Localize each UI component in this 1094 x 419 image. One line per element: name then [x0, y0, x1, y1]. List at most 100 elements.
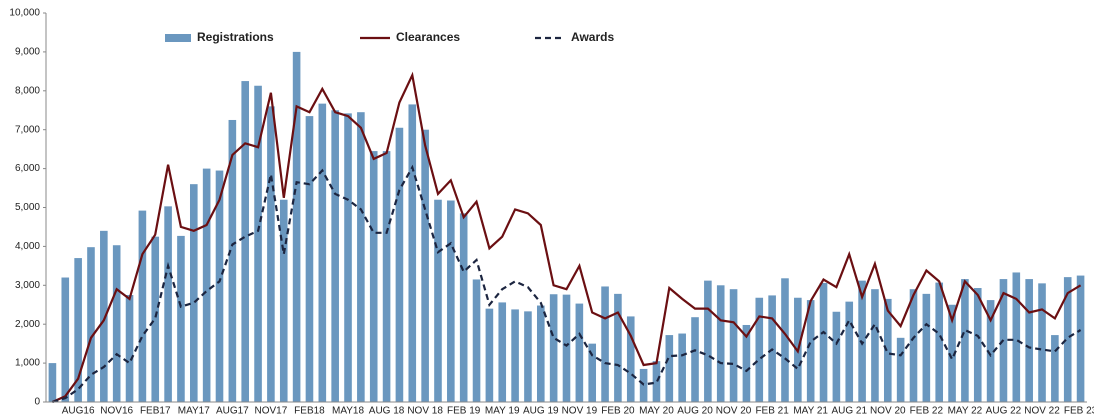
bar	[1025, 279, 1033, 402]
bar	[125, 295, 134, 402]
y-tick-label: 10,000	[9, 8, 40, 19]
bar	[755, 297, 764, 402]
bar	[459, 213, 468, 402]
y-tick-label: 9,000	[15, 47, 40, 58]
x-tick-label: NOV16	[100, 406, 133, 417]
bar	[1076, 275, 1085, 402]
bar	[472, 279, 481, 402]
bar	[228, 119, 237, 402]
x-tick-label: AUG 20	[677, 406, 713, 417]
y-tick-label: 4,000	[15, 241, 40, 252]
bar	[716, 285, 725, 402]
bar	[948, 304, 956, 402]
x-tick-label: AUG 22	[986, 406, 1022, 417]
bar	[961, 279, 969, 402]
x-tick-label: FEB 23	[1064, 406, 1094, 417]
bar	[408, 104, 417, 402]
bar	[357, 112, 365, 402]
bar	[369, 151, 378, 402]
bar	[601, 286, 609, 402]
bar	[1063, 277, 1072, 402]
bar	[1051, 335, 1059, 402]
bar	[986, 300, 995, 402]
x-tick-label: MAY 22	[948, 406, 983, 417]
y-tick-label: 7,000	[15, 124, 40, 135]
x-tick-label: AUG16	[62, 406, 95, 417]
y-tick-label: 8,000	[15, 85, 40, 96]
bar	[883, 298, 892, 402]
bar	[665, 335, 674, 402]
bar	[614, 293, 622, 402]
x-tick-label: MAY18	[332, 406, 364, 417]
bar	[241, 81, 250, 402]
bar	[267, 106, 275, 403]
y-tick-label: 0	[34, 397, 40, 408]
legend-label: Clearances	[396, 30, 460, 44]
bar	[626, 316, 635, 402]
line	[52, 164, 1082, 404]
bar	[434, 199, 442, 402]
bar	[575, 303, 584, 402]
bar	[845, 301, 854, 402]
x-tick-label: MAY 19	[485, 406, 520, 417]
bar	[395, 127, 404, 402]
bar	[344, 113, 352, 402]
x-tick-label: MAY 21	[793, 406, 828, 417]
bar	[652, 361, 661, 402]
x-tick-label: MAY 20	[639, 406, 674, 417]
bar	[742, 324, 751, 402]
legend-label: Registrations	[197, 30, 274, 44]
x-tick-label: FEB18	[294, 406, 325, 417]
bar	[909, 289, 918, 402]
x-tick-label: NOV 22	[1024, 406, 1060, 417]
bar	[832, 311, 841, 402]
line	[51, 71, 1082, 404]
bar	[177, 235, 185, 402]
x-tick-label: FEB17	[140, 406, 171, 417]
bar	[48, 363, 57, 402]
x-tick-label: AUG 19	[523, 406, 559, 417]
bar	[331, 110, 339, 402]
bar	[215, 170, 224, 402]
bar	[305, 116, 314, 403]
x-tick-label: NOV 18	[407, 406, 443, 417]
bar	[382, 151, 391, 402]
bar	[678, 333, 686, 402]
y-tick-label: 2,000	[15, 319, 40, 330]
y-tick-label: 1,000	[15, 358, 40, 369]
x-tick-label: FEB 20	[601, 406, 635, 417]
bar	[202, 168, 211, 402]
bar	[74, 258, 82, 402]
bar	[819, 282, 828, 402]
bar	[536, 305, 545, 402]
bar	[729, 289, 738, 402]
bar	[164, 206, 172, 402]
bar	[87, 247, 95, 402]
bar	[973, 288, 982, 402]
bar	[524, 311, 532, 402]
bar	[511, 309, 519, 402]
bar	[562, 294, 571, 402]
y-tick-label: 5,000	[15, 202, 40, 213]
x-tick-label: AUG 21	[831, 406, 867, 417]
x-tick-label: FEB 22	[910, 406, 944, 417]
x-tick-label: MAY17	[178, 406, 210, 417]
bar	[781, 278, 789, 402]
bar	[151, 236, 160, 402]
bar	[935, 282, 944, 402]
bar	[485, 308, 494, 402]
bar	[1012, 272, 1021, 402]
bar	[806, 300, 815, 402]
bar	[922, 293, 931, 402]
bar	[100, 230, 108, 402]
bar	[704, 280, 712, 402]
bar	[447, 200, 455, 402]
bar	[254, 85, 262, 403]
bar	[871, 289, 879, 402]
bar	[588, 343, 597, 402]
x-tick-label: FEB 21	[755, 406, 789, 417]
y-tick-label: 3,000	[15, 280, 40, 291]
bar	[138, 210, 147, 402]
